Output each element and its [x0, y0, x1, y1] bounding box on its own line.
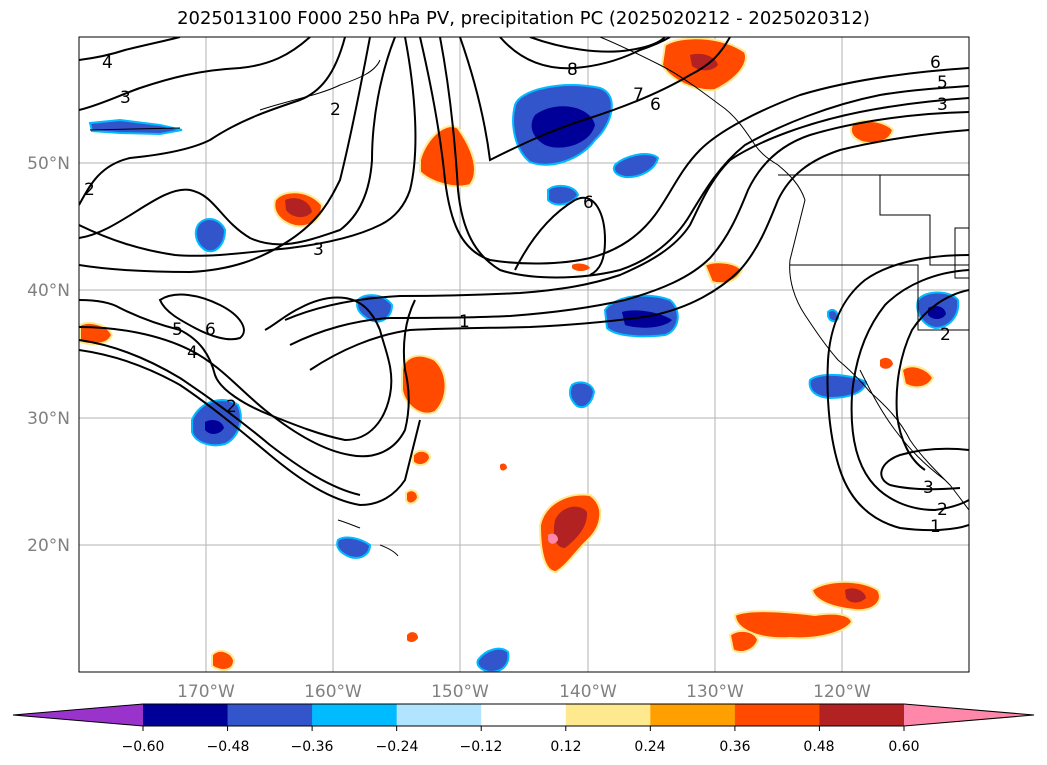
pv-contour-labels: 4 3 2 2 8 7 6 6 5 3 3 6 1 5 6 4 2 3 2 1 … [84, 53, 951, 537]
colorbar-extend-high [904, 704, 1034, 726]
lon-label: 170°W [177, 682, 235, 702]
lat-label: 30°N [27, 409, 70, 429]
contour-label: 2 [940, 325, 951, 345]
pv-contours [79, 37, 969, 532]
colorbar-tick-label: 0.48 [803, 739, 834, 755]
lon-label: 120°W [813, 682, 871, 702]
contour-label: 3 [120, 88, 131, 108]
lat-label: 40°N [27, 281, 70, 301]
colorbar-segment [734, 704, 821, 726]
colorbar-tick-label: −0.60 [122, 739, 165, 755]
positive-anomaly-areas [79, 37, 935, 671]
coastlines [89, 37, 969, 557]
contour-label: 8 [567, 60, 578, 80]
contour-label: 6 [650, 95, 661, 115]
colorbar-segment [565, 704, 651, 726]
colorbar-segment [227, 704, 313, 726]
contour-label: 5 [172, 320, 183, 340]
lat-label: 20°N [27, 536, 70, 556]
colorbar-tick-label: 0.12 [550, 739, 581, 755]
colorbar-tick-label: −0.36 [291, 739, 334, 755]
map-title: 2025013100 F000 250 hPa PV, precipitatio… [177, 8, 870, 29]
colorbar-tick-label: 0.36 [719, 739, 750, 755]
contour-label: 2 [226, 397, 237, 417]
contour-label: 3 [923, 478, 934, 498]
longitude-labels: 170°W 160°W 150°W 140°W 130°W 120°W [177, 682, 871, 702]
colorbar-segment [481, 704, 567, 726]
contour-label: 1 [930, 517, 941, 537]
lon-label: 150°W [431, 682, 489, 702]
colorbar-tick-label: −0.24 [376, 739, 419, 755]
contour-label: 4 [187, 343, 198, 363]
colorbar-segment [312, 704, 398, 726]
colorbar-tick-label: −0.48 [207, 739, 250, 755]
contour-label: 2 [937, 500, 948, 520]
negative-anomaly-areas [88, 84, 960, 672]
colorbar-tick-label: 0.24 [634, 739, 665, 755]
contour-label: 6 [583, 193, 594, 213]
contour-label: 3 [937, 95, 948, 115]
colorbar-tick-label: 0.60 [888, 739, 919, 755]
contour-label: 1 [459, 312, 470, 332]
contour-label: 2 [330, 100, 341, 120]
colorbar-extend-low [13, 704, 143, 726]
map-panel: 4 3 2 2 8 7 6 6 5 3 3 6 1 5 6 4 2 3 2 1 … [79, 37, 969, 672]
contour-label: 3 [313, 240, 324, 260]
map-frame [78, 36, 970, 673]
contour-label: 4 [102, 53, 113, 73]
colorbar-tick-label: −0.12 [460, 739, 503, 755]
lat-label: 50°N [27, 154, 70, 174]
lon-label: 130°W [686, 682, 744, 702]
lon-label: 140°W [559, 682, 617, 702]
contour-label: 6 [930, 53, 941, 73]
contour-label: 7 [633, 85, 644, 105]
colorbar-segment [650, 704, 736, 726]
lon-label: 160°W [304, 682, 362, 702]
colorbar-segment [819, 704, 905, 726]
colorbar-segment [143, 704, 229, 726]
latitude-labels: 50°N 40°N 30°N 20°N [27, 154, 70, 556]
contour-label: 6 [205, 320, 216, 340]
colorbar: −0.60 −0.48 −0.36 −0.24 −0.12 0.12 0.24 … [12, 703, 1035, 755]
contour-label: 5 [937, 73, 948, 93]
colorbar-segment [396, 704, 482, 726]
contour-label: 2 [84, 180, 95, 200]
